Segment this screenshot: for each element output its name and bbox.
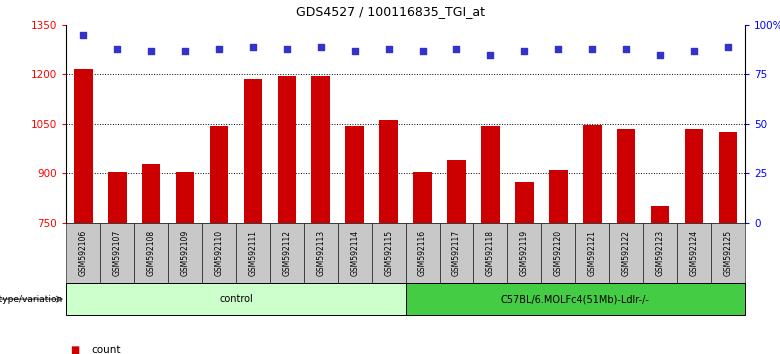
Point [314,44,327,50]
Bar [338,223,372,283]
Point [620,46,633,51]
Point [417,48,429,53]
Bar [142,164,161,223]
Point [145,48,158,53]
Point [77,32,90,38]
Bar [515,182,534,223]
Text: GSM592107: GSM592107 [112,230,122,276]
Point [213,46,225,51]
Bar [651,206,669,223]
Text: control: control [219,294,253,304]
Text: GSM592119: GSM592119 [519,230,529,276]
Bar [685,129,704,223]
Text: GSM592122: GSM592122 [622,230,631,276]
Text: GSM592121: GSM592121 [587,230,597,276]
Bar [677,223,711,283]
Bar [549,170,568,223]
Point [179,48,191,53]
Bar [379,120,398,223]
Bar [304,223,338,283]
Bar [66,223,101,283]
Text: GSM592118: GSM592118 [486,230,495,276]
Point [111,46,123,51]
Bar [210,126,229,223]
Point [450,46,463,51]
Bar [473,223,508,283]
Text: GSM592111: GSM592111 [248,230,257,276]
Bar [278,76,296,223]
Bar [481,126,500,223]
Bar [108,172,126,223]
Bar [576,223,609,283]
Point [382,46,395,51]
Bar [413,172,432,223]
Point [722,44,734,50]
Bar [311,76,330,223]
Bar [371,223,406,283]
Point [586,46,598,51]
Point [349,48,361,53]
Text: GDS4527 / 100116835_TGI_at: GDS4527 / 100116835_TGI_at [296,5,484,18]
Bar [243,79,262,223]
Bar [346,126,364,223]
Text: GSM592116: GSM592116 [418,230,427,276]
Bar [583,125,601,223]
Bar [541,223,576,283]
Text: GSM592114: GSM592114 [350,230,360,276]
Bar [66,283,406,315]
Bar [134,223,168,283]
Bar [406,283,745,315]
Text: GSM592123: GSM592123 [655,230,665,276]
Bar [236,223,270,283]
Bar [168,223,202,283]
Point [688,48,700,53]
Bar [643,223,677,283]
Text: GSM592109: GSM592109 [180,230,190,276]
Bar [711,223,745,283]
Bar [202,223,236,283]
Text: GSM592110: GSM592110 [215,230,224,276]
Bar [507,223,541,283]
Point [552,46,565,51]
Text: GSM592115: GSM592115 [384,230,393,276]
Text: GSM592106: GSM592106 [79,230,88,276]
Text: count: count [91,346,121,354]
Text: GSM592125: GSM592125 [723,230,732,276]
Bar [176,172,194,223]
Bar [74,69,93,223]
Point [518,48,530,53]
Point [281,46,293,51]
Bar [718,132,737,223]
Bar [617,129,636,223]
Bar [447,160,466,223]
Point [484,52,497,57]
Bar [270,223,304,283]
Point [246,44,259,50]
Text: ■: ■ [70,346,80,354]
Bar [406,223,440,283]
Bar [101,223,134,283]
Text: GSM592120: GSM592120 [554,230,563,276]
Text: GSM592113: GSM592113 [316,230,325,276]
Text: genotype/variation: genotype/variation [0,295,62,304]
Bar [440,223,473,283]
Text: GSM592108: GSM592108 [147,230,156,276]
Text: GSM592117: GSM592117 [452,230,461,276]
Point [654,52,666,57]
Bar [609,223,643,283]
Text: C57BL/6.MOLFc4(51Mb)-Ldlr-/-: C57BL/6.MOLFc4(51Mb)-Ldlr-/- [501,294,650,304]
Text: GSM592112: GSM592112 [282,230,292,276]
Text: GSM592124: GSM592124 [690,230,699,276]
